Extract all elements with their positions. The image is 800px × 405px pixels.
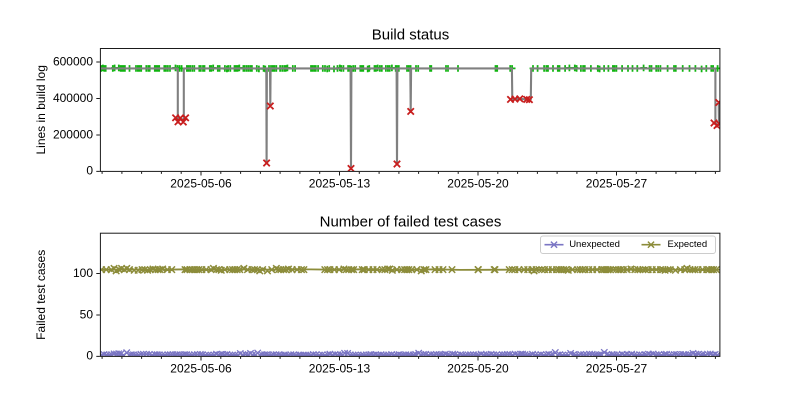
svg-text:400000: 400000 <box>53 91 93 105</box>
svg-text:2025-05-27: 2025-05-27 <box>586 177 648 191</box>
svg-text:Expected: Expected <box>668 239 708 250</box>
svg-text:2025-05-13: 2025-05-13 <box>309 177 371 191</box>
svg-text:Lines in build log: Lines in build log <box>34 65 48 154</box>
svg-text:200000: 200000 <box>53 127 93 141</box>
svg-text:2025-05-20: 2025-05-20 <box>447 177 509 191</box>
svg-text:0: 0 <box>86 349 93 363</box>
svg-text:2025-05-13: 2025-05-13 <box>309 362 371 376</box>
svg-text:2025-05-06: 2025-05-06 <box>170 177 232 191</box>
svg-text:Failed test cases: Failed test cases <box>34 250 48 340</box>
svg-text:0: 0 <box>86 164 93 178</box>
svg-text:100: 100 <box>73 266 93 280</box>
svg-text:2025-05-20: 2025-05-20 <box>447 362 509 376</box>
svg-text:2025-05-06: 2025-05-06 <box>170 362 232 376</box>
svg-text:50: 50 <box>80 307 94 321</box>
svg-text:600000: 600000 <box>53 54 93 68</box>
svg-text:Build status: Build status <box>372 27 450 44</box>
svg-text:Unexpected: Unexpected <box>569 239 620 250</box>
svg-text:Number of failed test cases: Number of failed test cases <box>320 214 502 231</box>
svg-text:2025-05-27: 2025-05-27 <box>586 362 648 376</box>
